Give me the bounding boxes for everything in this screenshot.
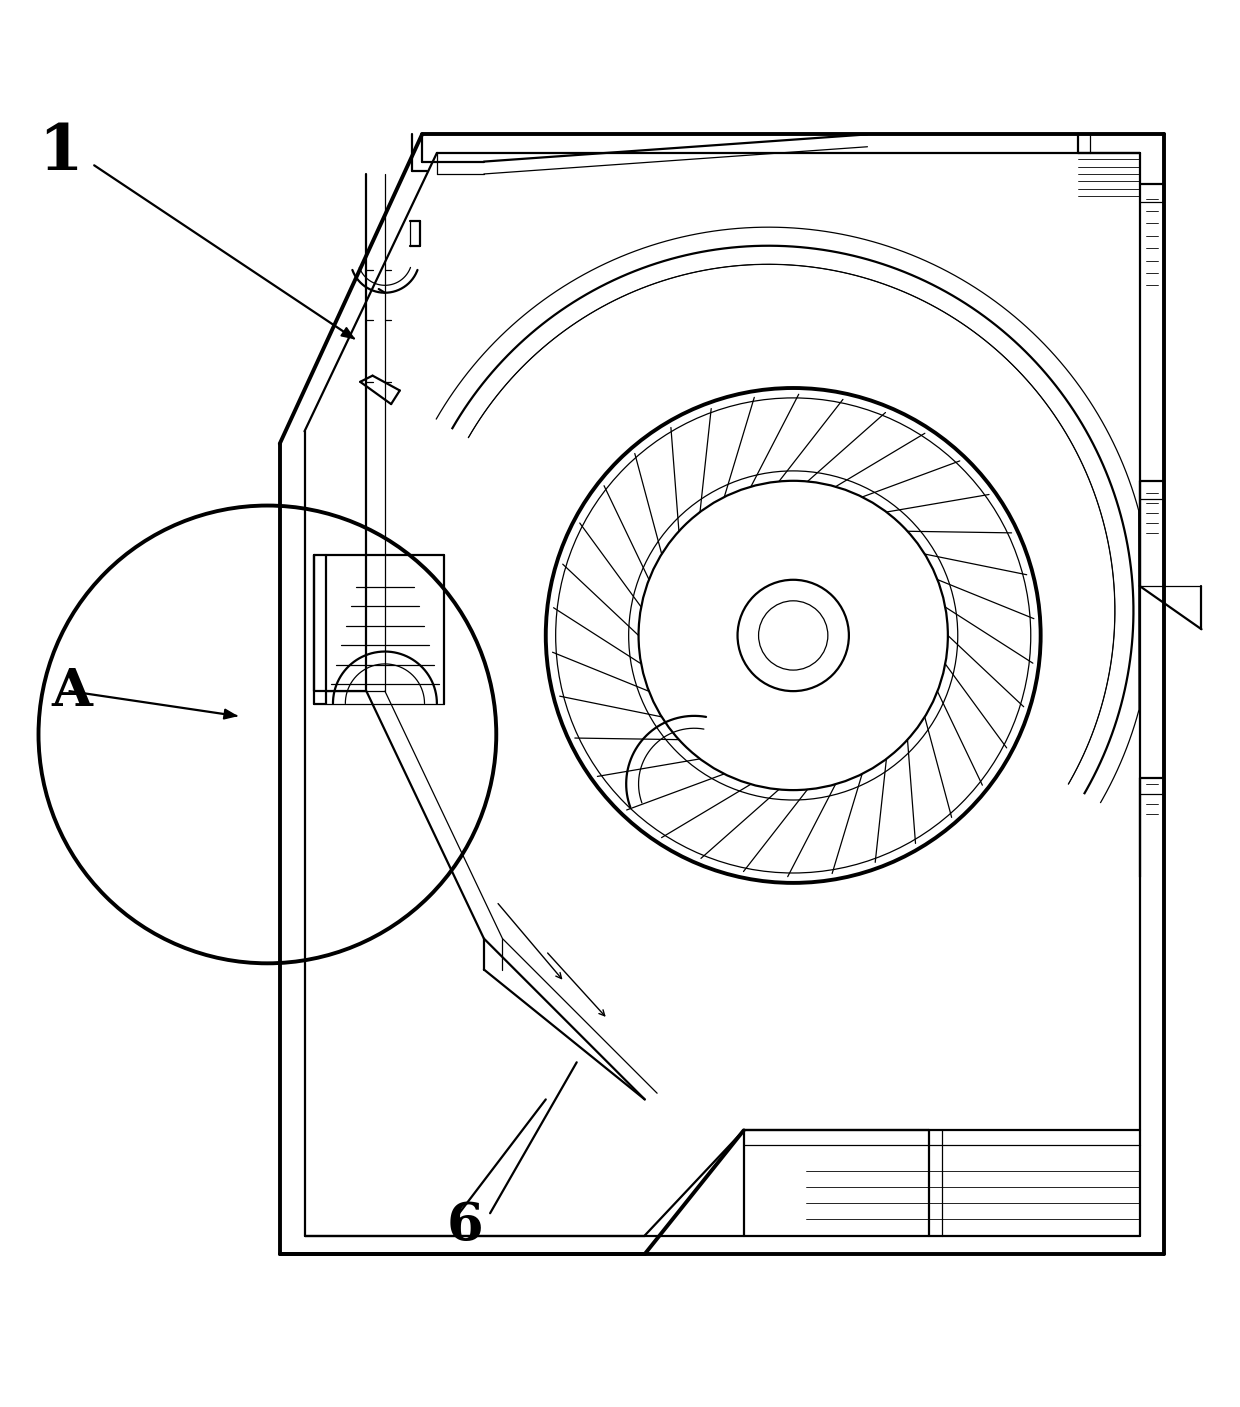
Text: A: A: [51, 666, 92, 716]
Polygon shape: [223, 709, 237, 719]
Text: 1: 1: [38, 122, 83, 183]
Polygon shape: [341, 328, 353, 339]
Text: 6: 6: [446, 1200, 484, 1251]
